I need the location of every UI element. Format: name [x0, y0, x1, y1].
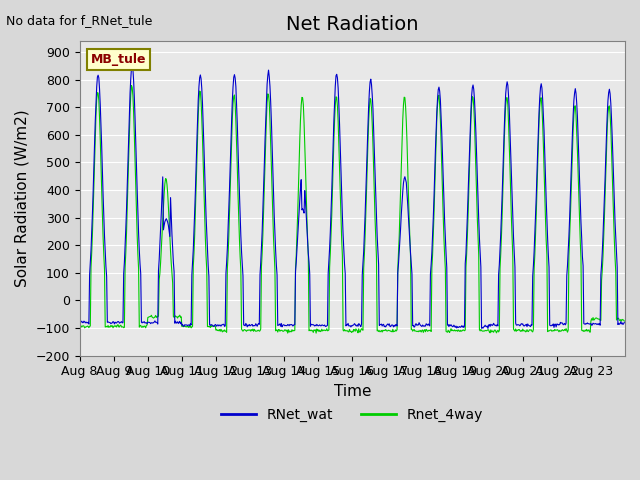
Text: MB_tule: MB_tule: [90, 53, 146, 66]
Rnet_4way: [312, 330, 320, 336]
Rnet_4way: [241, 327, 248, 333]
Title: Net Radiation: Net Radiation: [286, 15, 419, 34]
RNet_wat: [241, 322, 248, 328]
Rnet_4way: [127, 83, 135, 88]
Line: RNet_wat: RNet_wat: [79, 68, 624, 328]
Rnet_4way: [268, 163, 275, 169]
Line: Rnet_4way: Rnet_4way: [79, 85, 624, 333]
Text: No data for f_RNet_tule: No data for f_RNet_tule: [6, 14, 153, 27]
RNet_wat: [127, 65, 135, 71]
Rnet_4way: [288, 327, 296, 333]
RNet_wat: [484, 325, 492, 331]
Legend: RNet_wat, Rnet_4way: RNet_wat, Rnet_4way: [216, 402, 489, 427]
Rnet_4way: [410, 327, 417, 333]
RNet_wat: [76, 319, 83, 325]
RNet_wat: [268, 118, 275, 124]
Y-axis label: Solar Radiation (W/m2): Solar Radiation (W/m2): [15, 109, 30, 287]
X-axis label: Time: Time: [333, 384, 371, 399]
Rnet_4way: [76, 324, 83, 330]
RNet_wat: [140, 319, 148, 324]
RNet_wat: [409, 323, 417, 329]
Rnet_4way: [140, 323, 148, 329]
RNet_wat: [440, 175, 447, 181]
Rnet_4way: [440, 235, 448, 241]
RNet_wat: [620, 320, 628, 325]
Rnet_4way: [620, 318, 628, 324]
RNet_wat: [288, 322, 296, 327]
